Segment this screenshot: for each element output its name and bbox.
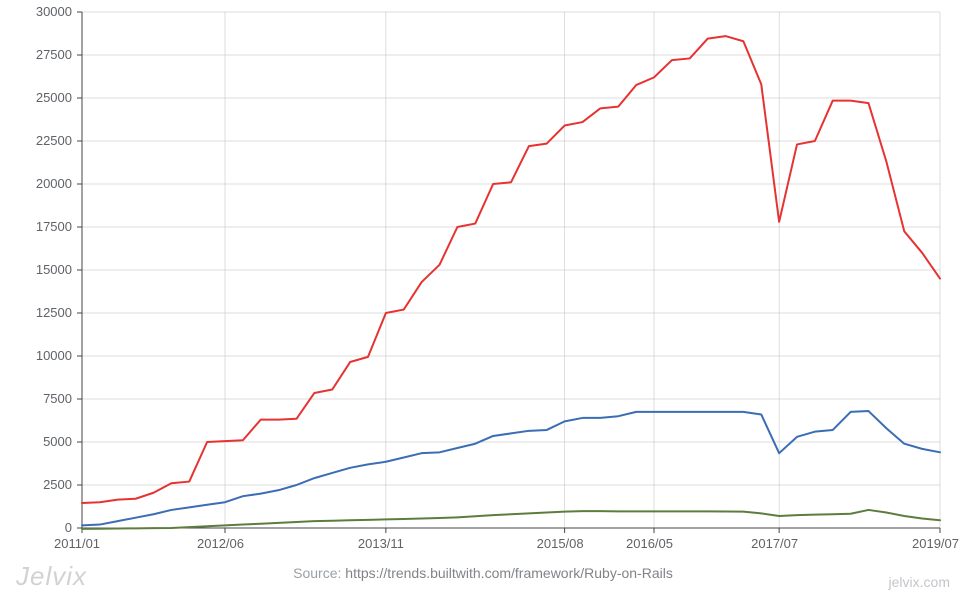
source-url: https://trends.builtwith.com/framework/R… [345,565,673,581]
y-tick-label: 27500 [0,47,72,62]
y-tick-label: 22500 [0,133,72,148]
source-prefix: Source: [293,565,345,581]
y-tick-label: 20000 [0,176,72,191]
watermark-logo: Jelvix [16,561,87,592]
y-tick-label: 0 [0,520,72,535]
y-tick-label: 10000 [0,348,72,363]
series-green [82,510,940,529]
source-line: Source: https://trends.builtwith.com/fra… [0,565,966,581]
y-tick-label: 7500 [0,391,72,406]
y-tick-label: 5000 [0,434,72,449]
y-tick-label: 2500 [0,477,72,492]
x-tick-label: 2019/07 [912,536,959,551]
series-blue [82,411,940,525]
x-tick-label: 2012/06 [197,536,244,551]
watermark-url: jelvix.com [889,574,950,590]
y-tick-label: 12500 [0,305,72,320]
x-tick-label: 2013/11 [358,536,404,551]
y-tick-label: 15000 [0,262,72,277]
x-tick-label: 2017/07 [751,536,798,551]
x-tick-label: 2016/05 [626,536,673,551]
chart-area: 0 2500 5000 7500 10000 12500 15000 17500 20000 22… [0,0,966,560]
y-tick-label: 30000 [0,4,72,19]
line-chart-svg [0,0,966,560]
x-tick-label: 2011/01 [54,536,100,551]
y-tick-label: 25000 [0,90,72,105]
y-tick-label: 17500 [0,219,72,234]
x-tick-label: 2015/08 [537,536,584,551]
